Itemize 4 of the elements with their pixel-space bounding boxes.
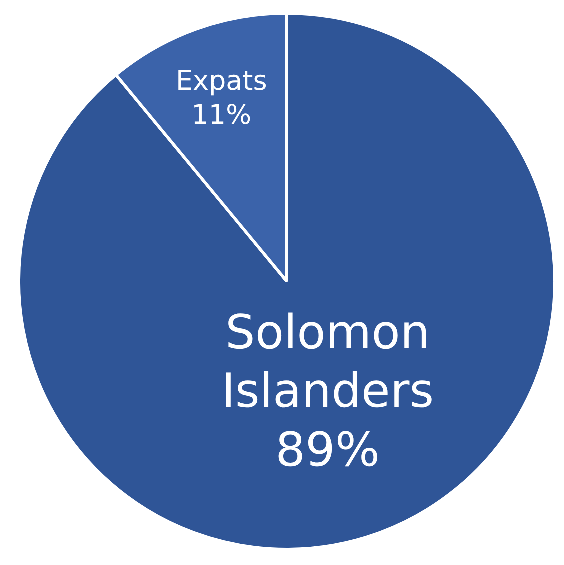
slice-label: Solomon Islanders	[222, 305, 434, 420]
data-label: 89%	[276, 422, 380, 478]
slice-label: Expats	[176, 66, 268, 98]
data-label: 11%	[192, 100, 252, 131]
